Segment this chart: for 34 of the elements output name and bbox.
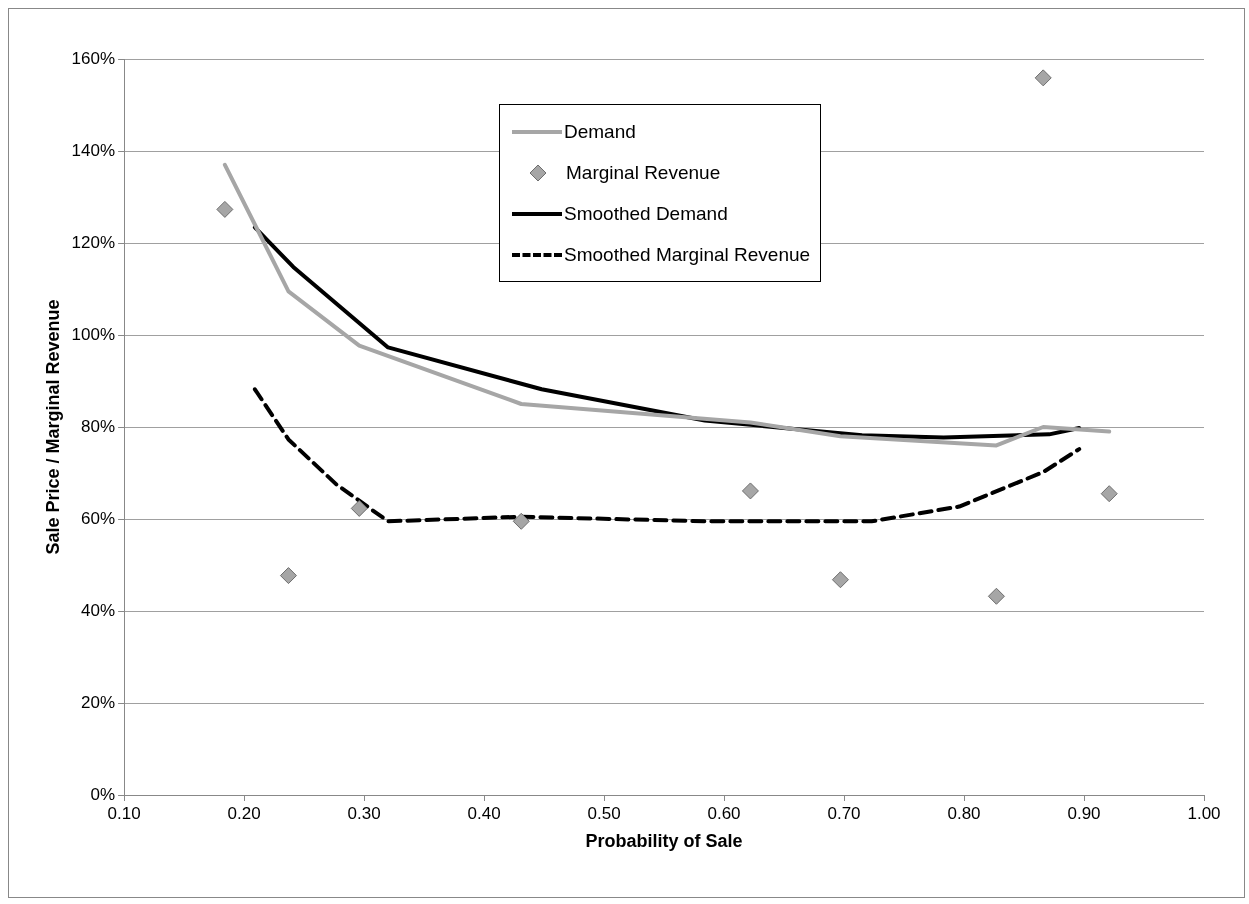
x-tick-label: 0.60 (707, 803, 741, 823)
point (987, 587, 1005, 605)
legend-label: Marginal Revenue (566, 161, 721, 184)
x-tick-label: 0.30 (347, 803, 381, 823)
x-tick-label: 0.70 (827, 803, 861, 823)
point (741, 482, 759, 500)
point (1100, 485, 1118, 503)
x-tick-label: 0.40 (467, 803, 501, 823)
y-tick-label: 80% (81, 416, 116, 436)
point (1034, 69, 1052, 87)
x-tick-label: 1.00 (1187, 803, 1221, 823)
y-tick-label: 40% (81, 600, 116, 620)
y-axis-title: Sale Price / Marginal Revenue (42, 299, 63, 555)
point (350, 499, 368, 517)
y-tick-label: 160% (71, 48, 116, 68)
x-tick-label: 0.90 (1067, 803, 1101, 823)
y-tick-label: 140% (71, 140, 116, 160)
legend-label: Smoothed Marginal Revenue (564, 243, 811, 266)
legend-label: Demand (564, 120, 636, 143)
y-tick-label: 0% (90, 784, 116, 804)
y-tick-label: 120% (71, 232, 116, 252)
point (279, 567, 297, 585)
y-tick-label: 100% (71, 324, 116, 344)
y-tick-label: 20% (81, 692, 116, 712)
y-tick-label: 60% (81, 508, 116, 528)
x-tick-label: 0.80 (947, 803, 981, 823)
x-tick-label: 0.20 (227, 803, 261, 823)
legend-label: Smoothed Demand (564, 202, 728, 225)
x-tick-label: 0.50 (587, 803, 621, 823)
point (216, 200, 234, 218)
x-axis-title: Probability of Sale (585, 831, 743, 852)
x-tick-label: 0.10 (107, 803, 141, 823)
point (831, 571, 849, 589)
point (512, 512, 530, 530)
